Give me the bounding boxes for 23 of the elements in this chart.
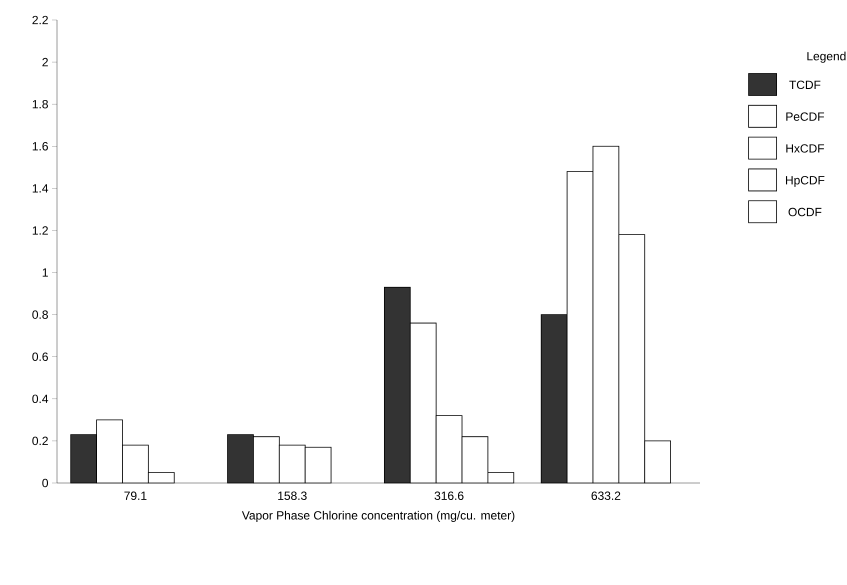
- legend-label: HxCDF: [786, 144, 824, 153]
- y-tick-label: 0.4: [32, 394, 48, 404]
- y-tick-label: 2: [42, 58, 48, 66]
- x-tick-label: 633.2: [592, 492, 620, 500]
- legend-title: Legend: [807, 52, 846, 63]
- y-tick-label: 0.2: [32, 436, 48, 446]
- y-tick-label: 1.8: [32, 100, 48, 108]
- legend-label: PeCDF: [786, 112, 824, 121]
- legend-label: TCDF: [789, 80, 820, 90]
- y-tick-label: 0.6: [32, 352, 48, 361]
- legend-label: OCDF: [788, 208, 822, 216]
- y-tick-label: 0: [42, 478, 48, 488]
- y-tick-label: 1: [42, 268, 48, 277]
- x-tick-label: 316.6: [434, 492, 464, 500]
- x-axis-title: Vapor Phase Chlorine concentration (mg/cu. meter): [242, 510, 514, 522]
- x-tick-label: 158.3: [278, 492, 307, 500]
- y-tick-label: 2.2: [32, 16, 48, 24]
- y-tick-label: 0.8: [32, 310, 48, 319]
- y-tick-label: 1.6: [32, 142, 48, 150]
- y-tick-label: 1.2: [32, 226, 48, 235]
- legend-label: HpCDF: [786, 176, 824, 187]
- x-tick-label: 79.1: [124, 492, 146, 500]
- y-tick-label: 1.4: [32, 184, 48, 192]
